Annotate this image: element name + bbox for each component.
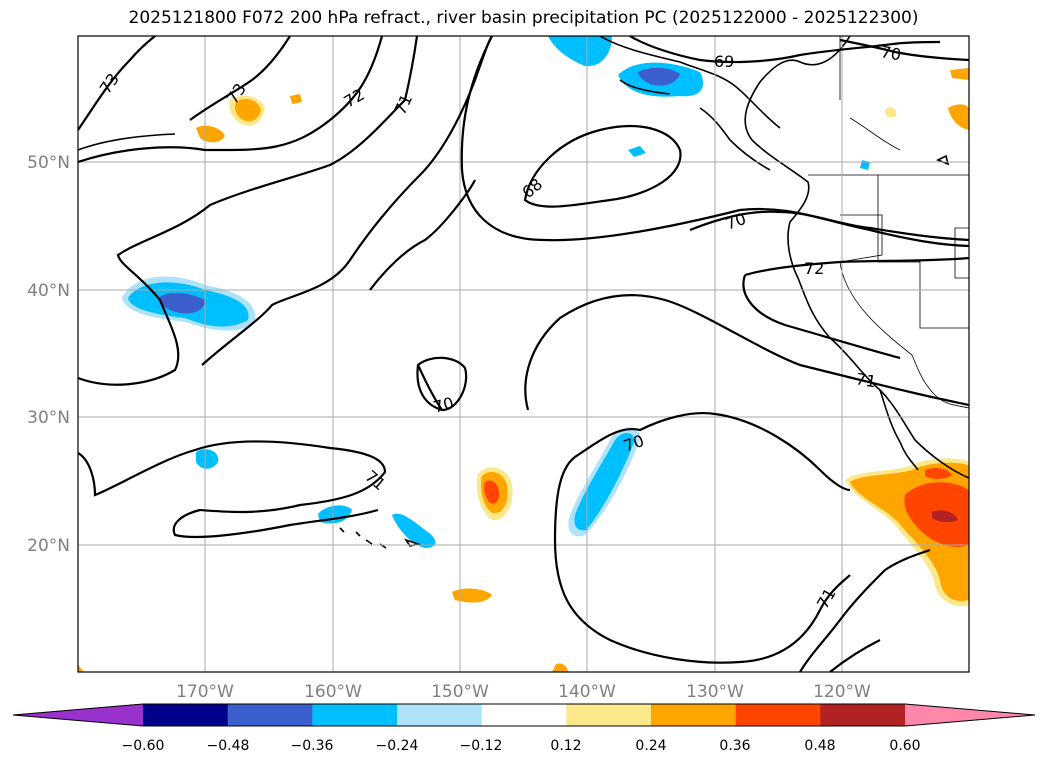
colorbar-extend-low [13,704,143,726]
lat-label: 50°N [27,153,70,173]
lat-label: 20°N [27,536,70,556]
contour-72-loop [742,274,901,360]
lon-label: 130°W [686,682,744,702]
contour-72-east [744,256,969,277]
colorbar-tick-label: −0.36 [291,738,334,754]
map-frame [77,35,970,673]
colorbar-segment [651,704,737,726]
colorbar-segment [143,704,229,726]
precip-shading [78,36,969,672]
pos-area-aleutian-west [196,125,225,143]
colorbar-tick-label: −0.48 [207,738,250,754]
contour-label: 69 [714,52,734,71]
contour-label: 70 [431,393,456,417]
colorbar-tick-label: 0.36 [719,738,750,754]
neg-area-gulf-alaska [548,36,612,67]
gridlines [78,36,969,672]
colorbar-segment [227,704,313,726]
contour-70-top [839,38,969,62]
contour-69 [629,36,941,64]
colorbar-segment [735,704,821,726]
colorbar-tick-label: −0.12 [460,738,503,754]
colorbar-tick-label: 0.24 [635,738,666,754]
map-title: 2025121800 F072 200 hPa refract., river … [128,8,919,28]
contour-70-subtropic [78,440,387,539]
neg-area-hawaii-east [392,513,436,548]
pos-area-right-edge [950,68,969,80]
contour-70-mid [369,179,476,291]
contour-70-small [416,356,468,412]
contour-label: 72 [804,259,824,278]
contour-73-west [78,36,156,131]
contour-label: 68 [518,174,546,202]
colorbar-tick-label: 0.60 [889,738,920,754]
contour-label: 70 [879,42,902,64]
refractivity-contours [78,36,969,672]
lat-label: 30°N [27,408,70,428]
colorbar-outline [12,703,1036,727]
colorbar-segment [397,704,483,726]
pos-area-small-south [452,588,492,603]
neg-area-small-west [196,449,219,469]
colorbar-segment [312,704,398,726]
lat-labels: 50°N 40°N 30°N 20°N [27,153,70,556]
contour-73-east [189,36,291,121]
colorbar-tick-label: −0.60 [122,738,165,754]
neg-area-center [628,146,646,157]
contour-68 [523,125,682,208]
lon-label: 150°W [431,682,489,702]
lon-label: 170°W [176,682,234,702]
contour-label: 71 [390,91,416,117]
contour-71-east [524,294,969,411]
contour-71-big [78,36,493,386]
colorbar-tick-label: −0.24 [376,738,419,754]
colorbar-segment [820,704,906,726]
lon-labels: 170°W 160°W 150°W 140°W 130°W 120°W [176,682,871,702]
lat-label: 40°N [27,281,70,301]
colorbar-ticks: −0.60 −0.48 −0.36 −0.24 −0.12 0.12 0.24 … [122,738,921,754]
colorbar-tick-label: 0.12 [550,738,581,754]
contour-outer-loop [460,36,969,248]
contour-70-right [689,210,969,242]
contour-70-east [553,454,851,664]
lon-label: 140°W [558,682,616,702]
colorbar-segment [566,704,652,726]
colorbar-tick-label: 0.48 [804,738,835,754]
colorbar-extend-high [905,704,1035,726]
contour-label: 71 [854,369,877,391]
colorbar-segment [481,704,567,726]
lon-label: 120°W [813,682,871,702]
colorbar: −0.60 −0.48 −0.36 −0.24 −0.12 0.12 0.24 … [12,703,1036,754]
contour-71-southeast [799,548,931,672]
colorbar-segments [13,704,1035,726]
lon-label: 160°W [304,682,362,702]
contour-72 [78,36,384,164]
